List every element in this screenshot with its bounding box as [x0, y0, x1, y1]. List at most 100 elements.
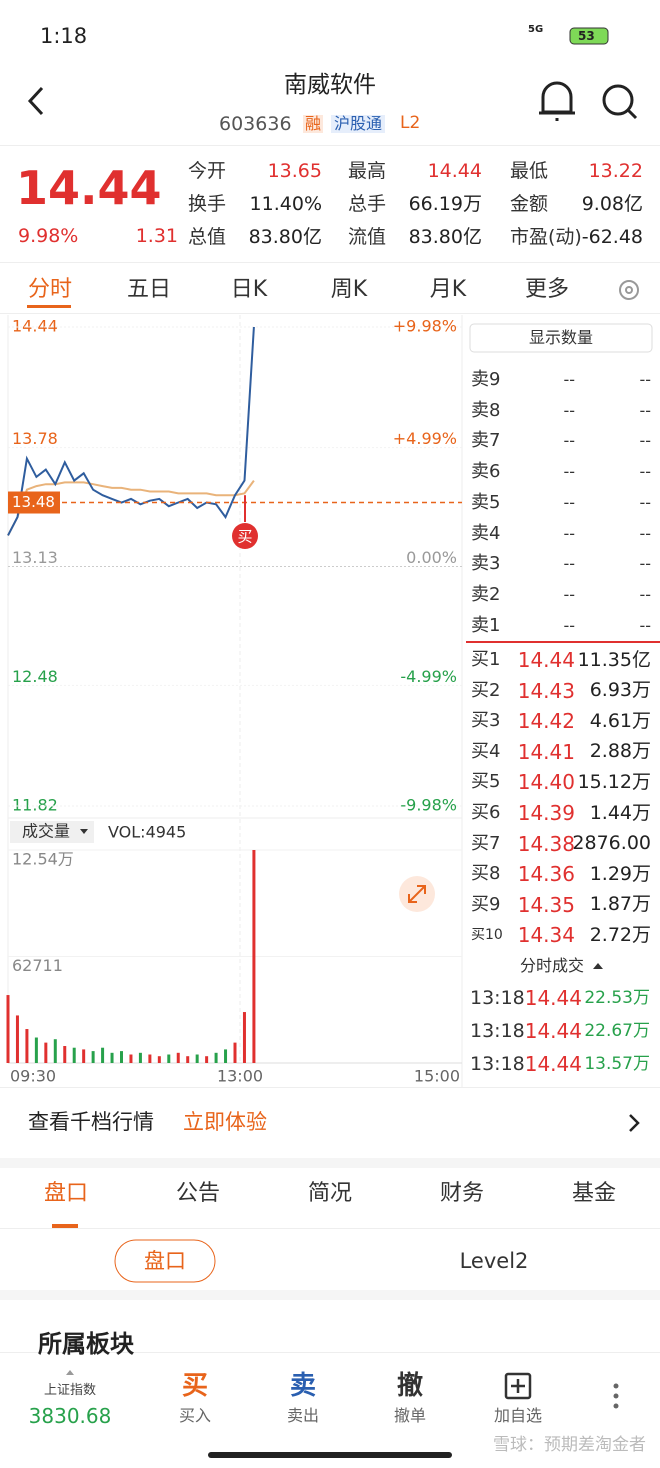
action-label[interactable]: 加自选: [493, 1406, 543, 1425]
bid-volume: 6.93万: [589, 679, 651, 702]
add-icon[interactable]: [504, 1372, 532, 1400]
section-tab[interactable]: 盘口: [43, 1181, 89, 1206]
sub-tab[interactable]: Level2: [459, 1248, 529, 1273]
action-label[interactable]: 买入: [178, 1406, 212, 1425]
network: 5G: [528, 24, 544, 35]
settings-icon[interactable]: [619, 280, 639, 300]
sub-tab[interactable]: 盘口: [144, 1248, 186, 1273]
ask-label: 卖3: [471, 553, 501, 575]
action-label[interactable]: 卖出: [286, 1406, 320, 1425]
period-tab[interactable]: 分时: [27, 277, 73, 302]
tick-time: 13:18: [470, 1052, 525, 1075]
section-tab[interactable]: 财务: [439, 1181, 485, 1206]
bid-volume: 4.61万: [589, 709, 651, 732]
bid-volume: 2.88万: [589, 740, 651, 763]
bid-label: 买9: [471, 893, 501, 915]
y-tick-label: 14.44: [12, 317, 58, 336]
chevron[interactable]: [629, 1114, 640, 1132]
volume-bar: [195, 1054, 199, 1063]
period-tab[interactable]: 日K: [230, 277, 268, 302]
ask-label: 卖1: [471, 614, 501, 636]
field-value: 83.80亿: [248, 225, 322, 248]
volume-bar: [148, 1054, 152, 1063]
volume-bar: [72, 1047, 76, 1063]
last-price-label: 13.48: [12, 493, 55, 511]
ask-label: 卖8: [471, 399, 501, 421]
volume-bar: [224, 1049, 228, 1063]
period-tab[interactable]: 五日: [126, 277, 172, 302]
section-tab[interactable]: 基金: [571, 1181, 617, 1206]
bid-label: 买7: [471, 832, 501, 854]
action-icon[interactable]: 买: [181, 1371, 209, 1401]
display-button-label[interactable]: 显示数量: [528, 328, 594, 347]
change-pct: 9.98%: [18, 225, 79, 247]
field-label: 金额: [510, 192, 549, 215]
bid-volume: 15.12万: [577, 770, 651, 793]
status-time: 1:18: [40, 24, 88, 48]
volume-bar: [157, 1056, 161, 1063]
x-tick-label: 13:00: [217, 1067, 263, 1086]
bottom-bar: [0, 1352, 660, 1468]
back-button[interactable]: [27, 86, 44, 116]
period-tab[interactable]: 月K: [429, 277, 467, 302]
bid-label: 买2: [471, 679, 501, 701]
promo-link[interactable]: 立即体验: [183, 1110, 267, 1134]
action-label[interactable]: 撤单: [393, 1406, 427, 1425]
ask-price: --: [563, 370, 575, 389]
bid-price: 14.41: [517, 739, 575, 764]
action-icon[interactable]: 卖: [289, 1371, 317, 1401]
tag: 沪股通: [331, 115, 386, 133]
volume-tick-label: 62711: [12, 956, 63, 975]
ask-price: --: [563, 615, 575, 635]
bid-price: 14.40: [517, 770, 575, 795]
field-label: 总手: [348, 192, 387, 215]
buy-marker-label: 买: [237, 528, 252, 546]
pct-label: +4.99%: [393, 429, 457, 448]
field-label: 最低: [510, 159, 549, 182]
volume-tick-label: 12.54万: [12, 850, 74, 869]
action-icon[interactable]: 撤: [396, 1371, 424, 1401]
pct-label: 0.00%: [406, 548, 457, 567]
divider: [0, 313, 660, 314]
sub-tab-pill[interactable]: [114, 1239, 216, 1283]
tab-indicator: [27, 305, 71, 308]
tag[interactable]: L2: [400, 113, 421, 133]
price-line: [7, 326, 255, 536]
section-tab[interactable]: 简况: [307, 1181, 353, 1206]
period-tab[interactable]: 更多: [524, 277, 570, 302]
more-icon[interactable]: [613, 1383, 619, 1409]
bid-price: 14.36: [517, 862, 575, 887]
field-label: 市盈(动): [510, 225, 582, 248]
volume-bar: [242, 1012, 246, 1063]
search-icon[interactable]: [602, 84, 638, 120]
ask-volume: --: [639, 400, 651, 420]
battery-level: 53: [578, 29, 595, 43]
volume-bar: [25, 1029, 29, 1063]
ask-price: --: [563, 400, 575, 420]
pct-label: -9.98%: [400, 796, 457, 815]
pct-label: -4.99%: [400, 667, 457, 686]
tick-time: 13:18: [470, 1019, 525, 1042]
field-value: 13.22: [588, 159, 643, 182]
period-tab[interactable]: 周K: [330, 277, 368, 302]
alert-icon[interactable]: [539, 81, 575, 121]
section-title: 所属板块: [38, 1330, 134, 1358]
bid-volume: 11.35亿: [577, 648, 651, 671]
ask-volume: --: [639, 370, 651, 389]
bid-price: 14.43: [517, 678, 575, 703]
bid-volume: 1.29万: [589, 862, 651, 885]
bid-price: 14.44: [517, 648, 575, 672]
expand-icon[interactable]: [399, 876, 435, 912]
field-label: 今开: [188, 159, 227, 182]
section-tab[interactable]: 公告: [175, 1181, 221, 1206]
ask-volume: --: [639, 462, 651, 482]
display-button[interactable]: [469, 323, 653, 353]
tick-volume: 22.67万: [584, 1020, 650, 1041]
index-arrow: [66, 1370, 74, 1375]
ask-volume: --: [639, 431, 651, 451]
bid-label: 买4: [471, 740, 501, 762]
home-indicator: [208, 1452, 452, 1458]
